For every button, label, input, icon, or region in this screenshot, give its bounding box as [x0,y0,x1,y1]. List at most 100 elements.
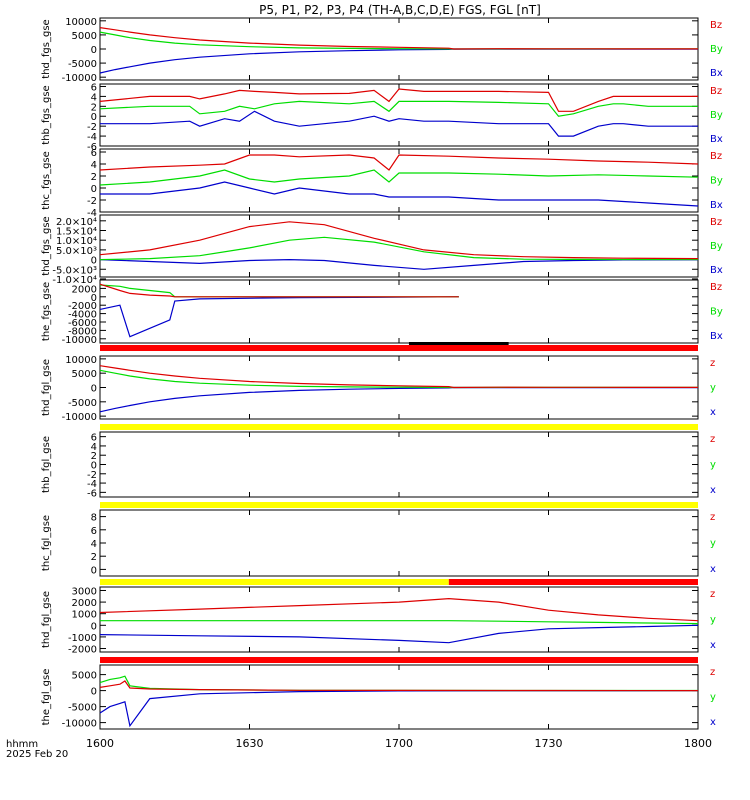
series-line-Bx [99,258,699,270]
figure-title: P5, P1, P2, P3, P4 (TH-A,B,C,D,E) FGS, F… [259,3,541,17]
legend-entry: x [710,485,716,496]
y-tick-label: -10000 [62,719,97,730]
legend-entry: x [710,717,716,728]
bar-the-fgl-segment [100,657,698,663]
y-tick-label: 2000 [72,284,97,295]
bar-thb-fgl-segment [100,424,698,430]
y-tick-label: 5000 [72,671,97,682]
series-line-Bx [99,48,698,74]
panel-ylabel: the_fgl_gse [41,669,52,726]
legend-entry: By [710,307,723,318]
panel-frame [99,664,699,730]
legend-entry: Bz [710,20,722,31]
panel-ylabel: thb_fgl_gse [41,436,52,493]
y-tick-label: -2000 [68,645,97,656]
bar-thd-fgl-segment [100,345,698,351]
y-tick-label: -8000 [68,326,97,337]
legend-entry: By [710,44,723,55]
series-line-Bz [99,283,459,298]
y-tick-label: 2 [91,552,97,563]
y-tick-label: -10000 [62,73,97,84]
panel-frame [99,279,699,344]
panel-ylabel: thb_fgs_gse [41,85,52,144]
series-line-By [99,236,698,261]
y-tick-label: 0 [91,112,97,123]
legend-entry: Bx [710,331,723,342]
bar-thd-fgl-2-segment [100,579,449,585]
time-tick-label: 1700 [385,737,413,750]
panel-ylabel: thd_fgs_gse [41,19,52,78]
panel-ylabel: thc_fgl_gse [41,515,52,571]
panel-frame [99,431,699,498]
y-tick-label: 0 [91,293,97,304]
legend-entry: z [710,512,715,523]
panel-frame [99,83,699,147]
legend-entry: Bx [710,68,723,79]
y-tick-label: -6 [87,488,97,499]
legend-entry: By [710,110,723,121]
series-line-Bx [100,181,699,207]
y-tick-label: -6 [87,142,97,153]
time-tick-label: 1630 [236,737,264,750]
legend-entry: z [710,667,715,678]
y-tick-label: -10000 [62,412,97,423]
panel-frame [99,148,699,213]
time-axis-label-hhmm: hhmm [6,739,38,750]
time-tick-label: 1600 [86,737,114,750]
y-tick-label: 0 [91,256,97,267]
y-tick-label: -2 [87,122,97,133]
panel-frame [99,586,699,653]
bar-thc-fgl-segment [100,502,698,508]
y-tick-label: 6 [91,82,97,93]
y-tick-label: 6 [91,148,97,159]
legend-entry: x [710,640,716,651]
y-tick-label: 3000 [72,586,97,597]
series-line-z [99,597,699,622]
y-tick-label: -2000 [68,301,97,312]
panel-ylabel: thd_fgl_gse [41,359,52,416]
series-line-z [99,365,698,389]
series-line-x [99,690,699,728]
series-line-Bz [99,154,699,171]
y-tick-label: -5000 [68,703,97,714]
legend-entry: y [710,538,716,549]
legend-entry: y [710,692,716,703]
series-line-Bz [99,88,698,112]
y-tick-label: 5.0×10³ [56,246,97,257]
legend-entry: y [710,460,716,471]
series-line-By [99,100,698,117]
y-tick-label: 4 [91,92,97,103]
time-axis-label-date: 2025 Feb 20 [6,749,68,760]
y-tick-label: -5000 [68,59,97,70]
y-tick-label: -5000 [68,398,97,409]
time-tick-label: 1730 [535,737,563,750]
y-tick-label: 1000 [72,610,97,621]
panel-frame [99,509,699,577]
series-line-y [100,620,699,625]
y-tick-label: -10000 [62,335,97,346]
y-tick-label: -2 [87,196,97,207]
legend-entry: z [710,358,715,369]
y-tick-label: -6000 [68,318,97,329]
y-tick-label: 1.5×10⁴ [56,227,97,238]
y-tick-label: 4 [91,442,97,453]
legend-entry: By [710,176,723,187]
series-line-x [99,624,699,644]
y-tick-label: 6 [91,526,97,537]
time-tick-label: 1800 [684,737,712,750]
y-tick-label: 2 [91,451,97,462]
y-tick-label: -2 [87,470,97,481]
series-line-By [99,31,698,50]
series-line-x [99,386,698,413]
series-line-Bx [100,110,698,137]
legend-entry: Bz [710,282,722,293]
y-tick-label: -5.0×10³ [52,265,97,276]
panel-ylabel: thd_fgl_gse [41,591,52,648]
y-tick-label: 2 [91,102,97,113]
y-tick-label: 0 [91,461,97,472]
y-tick-label: 0 [91,687,97,698]
legend-entry: Bz [710,86,722,97]
legend-entry: y [710,383,716,394]
y-tick-label: -4 [87,479,97,490]
y-tick-label: 2.0×10⁴ [56,217,97,228]
